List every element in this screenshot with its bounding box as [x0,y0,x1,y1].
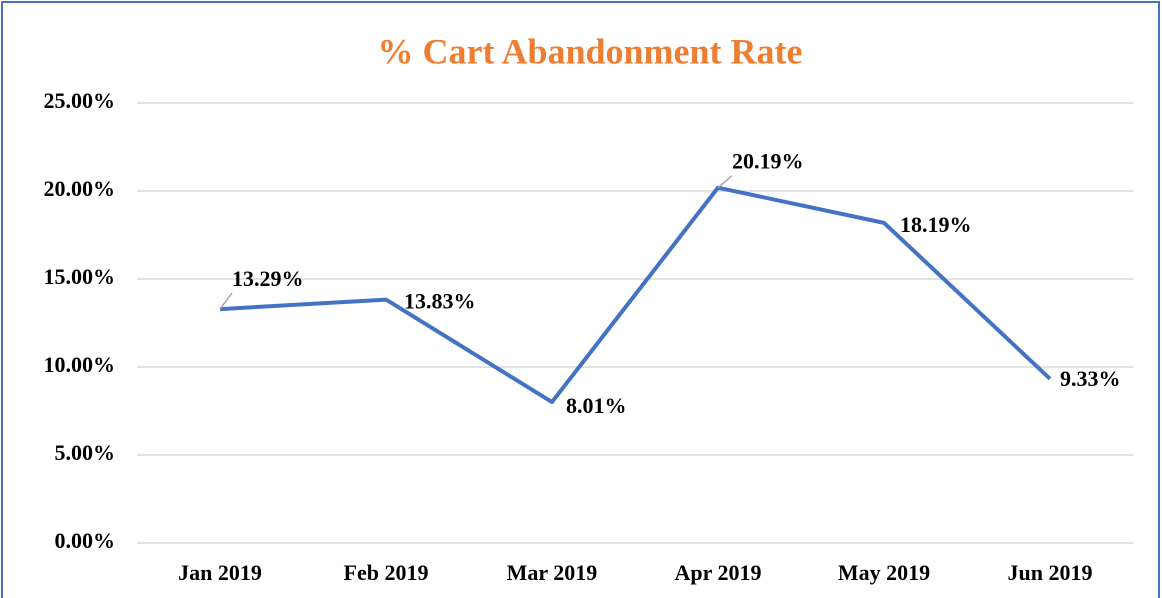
leader-line [219,292,233,310]
y-tick-label: 20.00% [44,176,116,201]
x-tick-label: Apr 2019 [675,560,762,585]
y-tick-label: 10.00% [44,352,116,377]
data-label: 13.83% [404,289,476,314]
x-tick-label: Feb 2019 [344,560,429,585]
leader-line [717,175,733,189]
x-tick-label: Mar 2019 [507,560,598,585]
y-tick-label: 0.00% [55,528,116,553]
y-tick-label: 25.00% [44,88,116,113]
data-label: 18.19% [900,212,972,237]
y-tick-label: 5.00% [55,440,116,465]
line-series [219,185,1052,405]
chart-title: % Cart Abandonment Rate [377,31,802,71]
x-tick-label: Jan 2019 [178,560,262,585]
data-label: 9.33% [1060,366,1121,391]
x-tick-label: May 2019 [838,560,930,585]
data-label: 13.29% [232,266,304,291]
x-tick-label: Jun 2019 [1008,560,1093,585]
data-label: 8.01% [566,393,627,418]
data-label: 20.19% [732,149,804,174]
y-tick-label: 15.00% [44,264,116,289]
